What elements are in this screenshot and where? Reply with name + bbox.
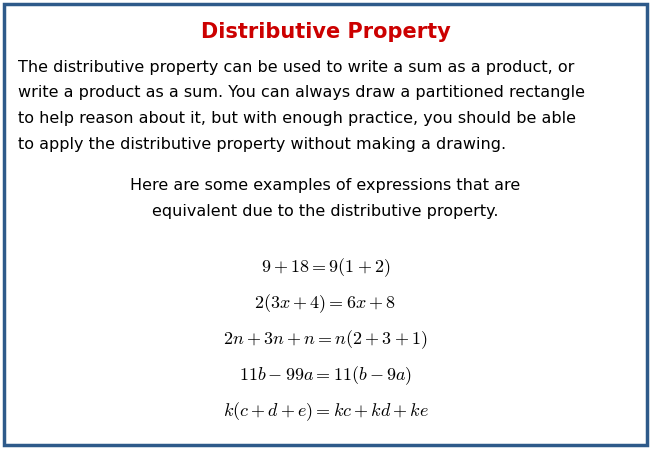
Text: equivalent due to the distributive property.: equivalent due to the distributive prope…	[152, 204, 499, 219]
Text: Here are some examples of expressions that are: Here are some examples of expressions th…	[130, 178, 521, 193]
Text: to apply the distributive property without making a drawing.: to apply the distributive property witho…	[18, 136, 506, 151]
Text: to help reason about it, but with enough practice, you should be able: to help reason about it, but with enough…	[18, 111, 576, 126]
Text: write a product as a sum. You can always draw a partitioned rectangle: write a product as a sum. You can always…	[18, 85, 585, 101]
Text: Distributive Property: Distributive Property	[201, 22, 450, 42]
Text: The distributive property can be used to write a sum as a product, or: The distributive property can be used to…	[18, 60, 574, 75]
Text: $2n+3n+n=n(2+3+1)$: $2n+3n+n=n(2+3+1)$	[223, 328, 428, 351]
FancyBboxPatch shape	[4, 4, 647, 445]
Text: $11b-99a=11(b-9a)$: $11b-99a=11(b-9a)$	[239, 364, 412, 387]
Text: $2(3x+4)=6x+8$: $2(3x+4)=6x+8$	[255, 292, 396, 315]
Text: $9+18=9(1+2)$: $9+18=9(1+2)$	[261, 256, 390, 279]
Text: $k(c+d+e)=kc+kd+ke$: $k(c+d+e)=kc+kd+ke$	[223, 400, 428, 423]
